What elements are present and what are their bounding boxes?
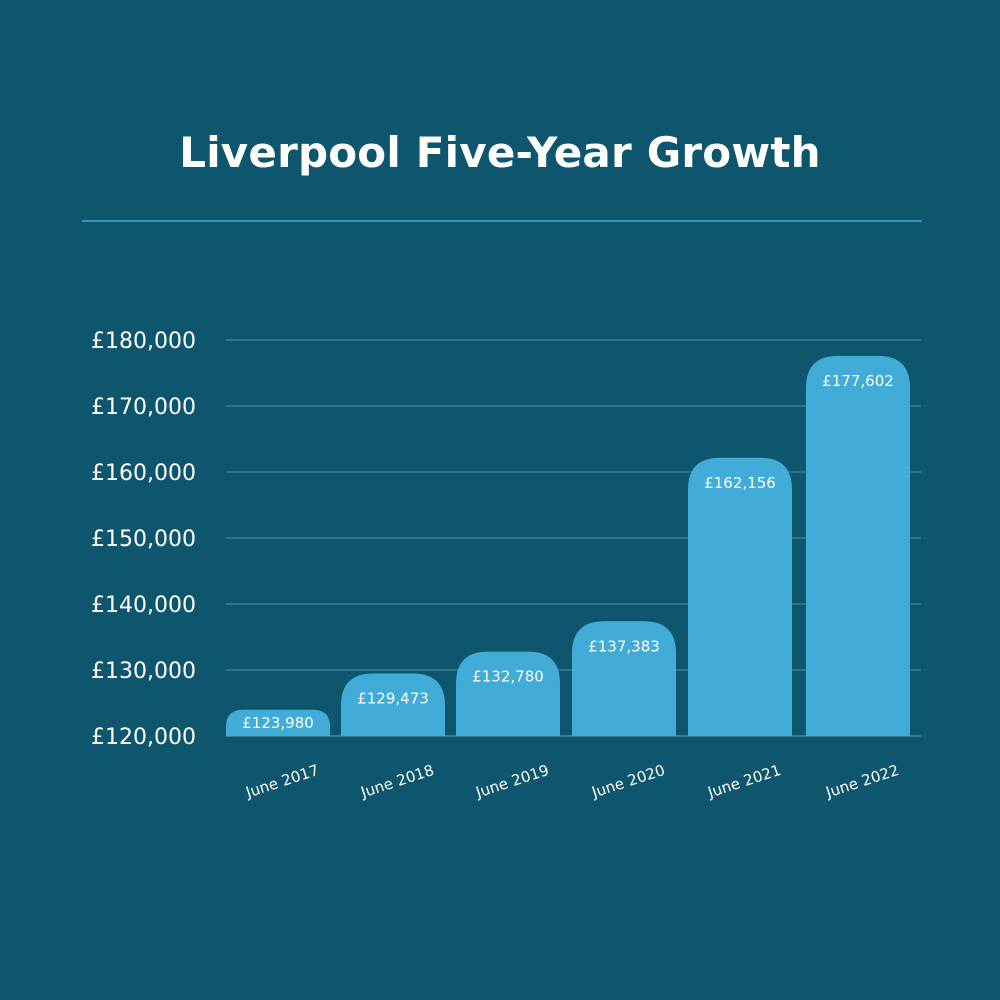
title-divider	[82, 220, 922, 222]
y-tick-label: £140,000	[91, 593, 196, 618]
bar	[806, 355, 910, 736]
x-tick-label: June 2020	[589, 761, 667, 802]
chart-title: Liverpool Five-Year Growth	[179, 128, 821, 177]
bar-value-label: £123,980	[242, 714, 314, 732]
bar-value-label: £137,383	[588, 637, 660, 655]
bar	[688, 457, 792, 736]
bar	[572, 621, 676, 736]
y-tick-label: £150,000	[91, 527, 196, 552]
x-tick-label: June 2022	[823, 761, 901, 802]
y-tick-label: £130,000	[91, 659, 196, 684]
bar-value-label: £129,473	[357, 689, 429, 707]
y-tick-label: £120,000	[91, 725, 196, 750]
y-tick-label: £170,000	[91, 395, 196, 420]
bar	[341, 673, 445, 736]
bar	[226, 709, 330, 736]
x-tick-label: June 2017	[243, 761, 321, 802]
x-tick-label: June 2021	[705, 761, 783, 802]
x-tick-label: June 2019	[473, 761, 551, 802]
bar-value-label: £162,156	[704, 474, 776, 492]
bar-value-label: £132,780	[472, 668, 544, 686]
bar	[456, 651, 560, 736]
y-tick-label: £160,000	[91, 461, 196, 486]
x-tick-label: June 2018	[358, 761, 436, 802]
bar-value-label: £177,602	[822, 372, 894, 390]
y-tick-label: £180,000	[91, 329, 196, 354]
